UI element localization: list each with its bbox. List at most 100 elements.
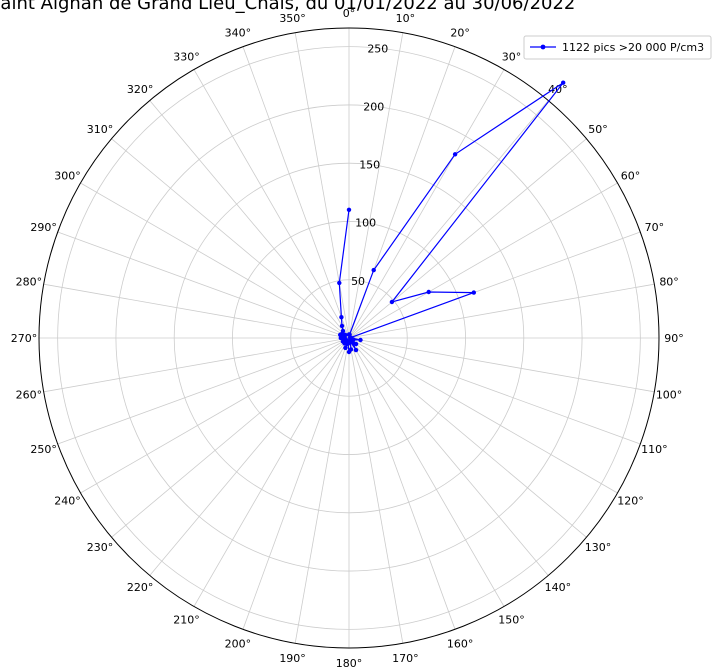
- r-gridline: [173, 162, 525, 514]
- theta-tick-label: 70°: [645, 221, 665, 234]
- theta-gridline: [149, 337, 350, 576]
- theta-tick-label: 0°: [343, 7, 356, 20]
- theta-gridline: [348, 32, 404, 339]
- data-point: [353, 347, 359, 353]
- series-layer: [337, 80, 566, 355]
- theta-gridline: [193, 69, 350, 339]
- theta-tick-label: 260°: [16, 388, 43, 401]
- theta-gridline: [294, 337, 350, 644]
- polar-frame: [38, 27, 660, 649]
- theta-gridline: [80, 182, 350, 339]
- data-point: [346, 349, 352, 355]
- theta-gridline: [348, 337, 618, 494]
- data-point: [343, 332, 348, 338]
- theta-tick-label: 150°: [498, 613, 525, 626]
- theta-gridline: [193, 337, 350, 607]
- legend-dot-marker: [540, 44, 546, 50]
- theta-tick-label: 330°: [173, 51, 200, 64]
- r-tick-label: 200: [363, 100, 384, 113]
- theta-gridline: [348, 69, 505, 339]
- data-point: [426, 289, 431, 295]
- theta-gridline: [348, 138, 587, 339]
- theta-gridline: [348, 182, 618, 339]
- theta-tick-label: 170°: [392, 652, 419, 665]
- data-point: [371, 267, 376, 273]
- theta-tick-label: 240°: [54, 495, 81, 508]
- theta-gridline: [348, 337, 641, 445]
- r-tick-label: 50: [351, 275, 365, 288]
- theta-gridline: [348, 337, 549, 576]
- theta-tick-label: 250°: [30, 443, 57, 456]
- theta-tick-label: 350°: [279, 12, 306, 25]
- theta-tick-label: 120°: [617, 495, 644, 508]
- r-tick-label: 250: [367, 42, 388, 55]
- theta-gridline: [348, 337, 655, 393]
- theta-gridline: [242, 337, 350, 630]
- theta-gridline: [348, 100, 549, 339]
- theta-tick-label: 230°: [87, 541, 114, 554]
- r-tick-label: 100: [355, 217, 376, 230]
- chart-title: Saint Aignan de Grand Lieu_Chais, du 01/…: [0, 0, 713, 14]
- theta-gridline: [348, 283, 655, 339]
- theta-tick-label: 290°: [30, 221, 57, 234]
- data-point: [339, 315, 344, 320]
- data-point: [340, 328, 346, 334]
- r-gridline: [232, 221, 466, 455]
- theta-gridline: [43, 337, 350, 393]
- theta-gridline: [149, 100, 350, 339]
- theta-gridline: [80, 337, 350, 494]
- theta-gridline: [111, 138, 350, 339]
- theta-gridline: [57, 337, 350, 445]
- theta-tick-label: 270°: [11, 332, 38, 345]
- theta-tick-label: 30°: [502, 51, 522, 64]
- theta-tick-label: 90°: [664, 332, 684, 345]
- data-point: [471, 290, 476, 295]
- legend: 1122 pics >20 000 P/cm3: [523, 35, 712, 60]
- theta-tick-label: 80°: [659, 276, 679, 289]
- theta-gridline: [43, 283, 350, 339]
- theta-tick-label: 190°: [279, 652, 306, 665]
- data-point: [337, 280, 342, 286]
- polar-grid: [38, 27, 660, 649]
- theta-tick-label: 60°: [621, 170, 641, 183]
- theta-tick-label: 280°: [16, 276, 43, 289]
- theta-tick-label: 100°: [656, 388, 683, 401]
- theta-gridline: [111, 337, 350, 538]
- theta-gridline: [348, 337, 404, 644]
- data-point: [353, 341, 359, 347]
- chart-title-text: Saint Aignan de Grand Lieu_Chais, du 01/…: [0, 0, 576, 14]
- theta-gridline: [294, 32, 350, 339]
- data-point: [343, 345, 348, 351]
- theta-tick-label: 300°: [54, 170, 81, 183]
- theta-tick-label: 50°: [588, 123, 608, 136]
- theta-tick-label: 140°: [545, 581, 572, 594]
- theta-tick-label: 160°: [447, 637, 474, 650]
- r-gridline: [290, 279, 408, 397]
- data-point: [561, 80, 566, 85]
- theta-tick-label: 340°: [225, 27, 252, 40]
- angular-tick-labels: 0° 10°20°30°40°50°60°70°80°90°100°110°120…: [11, 7, 684, 667]
- theta-tick-label: 20°: [450, 27, 470, 40]
- theta-tick-label: 130°: [585, 541, 612, 554]
- theta-gridline: [348, 337, 587, 538]
- r-tick-label: 150: [359, 159, 380, 172]
- data-point: [452, 152, 458, 157]
- theta-tick-label: 210°: [173, 613, 200, 626]
- data-point: [358, 337, 363, 343]
- theta-tick-label: 10°: [396, 12, 416, 25]
- radial-tick-labels: 50 100 150 200 250: [351, 42, 388, 288]
- data-point: [339, 323, 345, 329]
- theta-gridline: [348, 337, 505, 607]
- r-gridline: [57, 46, 641, 630]
- theta-gridline: [57, 231, 350, 339]
- r-gridline: [115, 104, 583, 572]
- theta-gridline: [242, 46, 350, 339]
- legend-label: 1122 pics >20 000 P/cm3: [562, 41, 704, 54]
- theta-tick-label: 310°: [87, 123, 114, 136]
- theta-tick-label: 110°: [641, 443, 668, 456]
- theta-tick-label: 180°: [336, 657, 363, 667]
- legend-frame: [523, 35, 712, 60]
- theta-gridline: [348, 337, 456, 630]
- data-point: [346, 207, 352, 212]
